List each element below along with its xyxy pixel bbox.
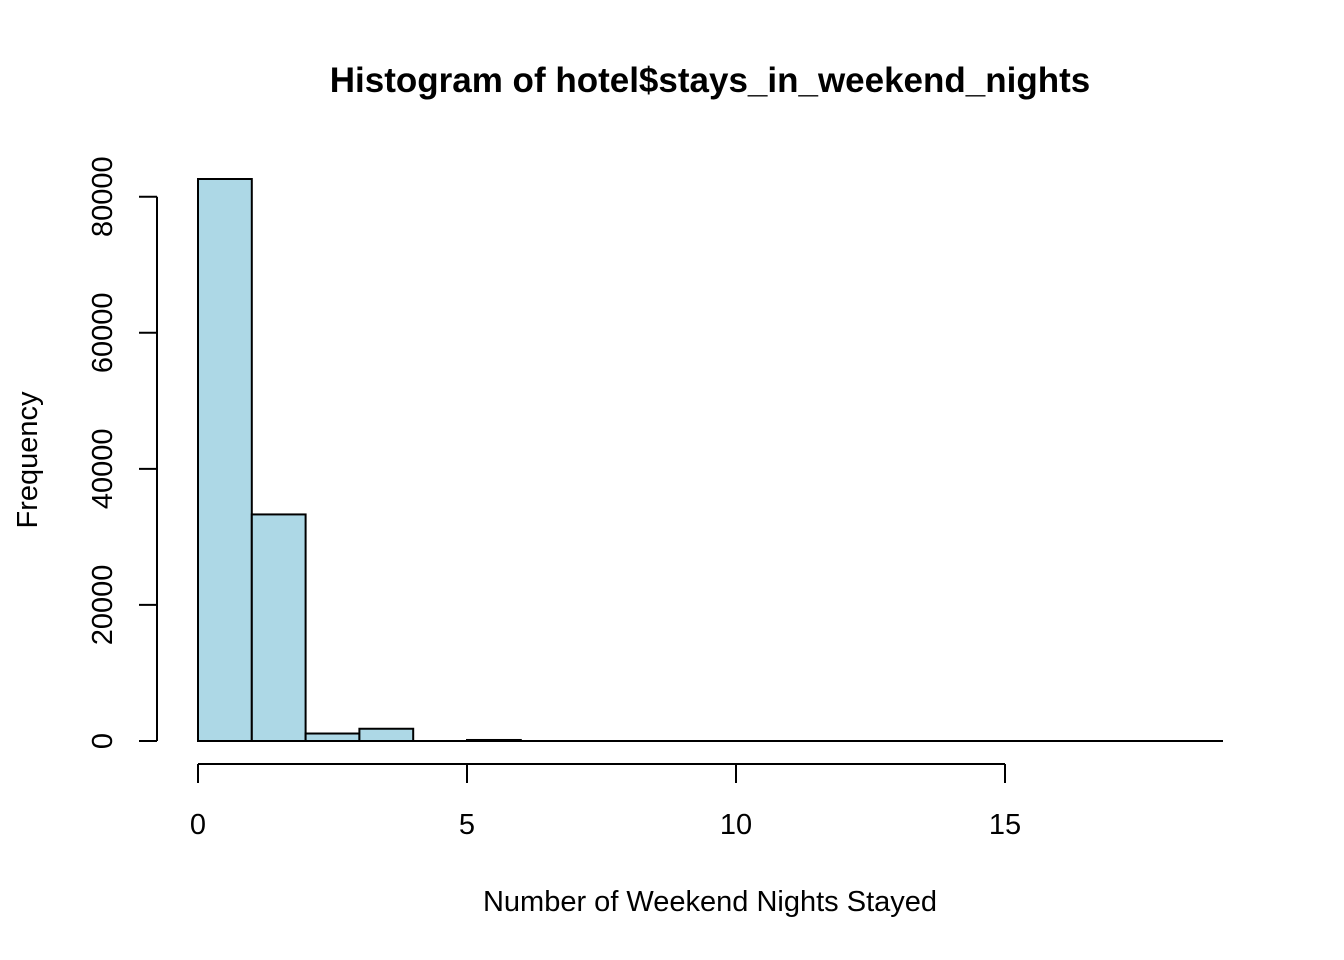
bars-group: [197, 178, 522, 743]
bar-2-3: [304, 732, 361, 743]
y-axis-title: Frequency: [12, 391, 44, 529]
x-tick-label-0: 0: [190, 809, 206, 841]
bar-3-4: [358, 727, 415, 743]
x-axis: 0 5 10 15: [190, 763, 1021, 841]
y-tick-label-20000: 20000: [87, 565, 119, 646]
y-tick-label-0: 0: [87, 733, 119, 749]
y-tick-label-40000: 40000: [87, 429, 119, 510]
chart-title: Histogram of hotel$stays_in_weekend_nigh…: [330, 61, 1090, 100]
y-tick-label-60000: 60000: [87, 292, 119, 373]
bar-1-2: [250, 513, 307, 742]
bar-0-1: [197, 178, 253, 742]
y-tick-label-80000: 80000: [87, 156, 119, 237]
x-tick-label-5: 5: [459, 809, 475, 841]
x-tick-label-10: 10: [720, 809, 752, 841]
y-axis: 0 20000 40000 60000 80000: [87, 156, 158, 749]
x-tick-label-15: 15: [989, 809, 1021, 841]
x-axis-title: Number of Weekend Nights Stayed: [483, 886, 937, 918]
